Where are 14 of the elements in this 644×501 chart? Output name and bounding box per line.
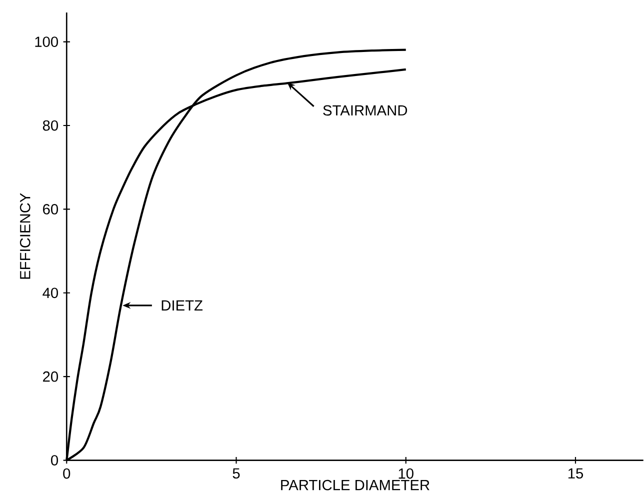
y-tick-label: 20	[43, 371, 58, 382]
annotation: STAIRMAND	[323, 105, 408, 116]
y-axis-title: EFFICIENCY	[20, 193, 30, 279]
y-tick-label: 0	[51, 454, 58, 466]
x-tick-label: 15	[568, 468, 584, 478]
x-tick-label: 10	[398, 468, 414, 479]
x-tick-label: 0	[63, 468, 70, 479]
x-tick-label: 5	[232, 468, 240, 478]
annotation: DIETZ	[162, 300, 203, 310]
y-tick-label: 40	[42, 288, 58, 298]
y-tick-label: 80	[42, 120, 58, 131]
y-tick-label: 100	[35, 36, 58, 47]
x-axis-title: PARTICLE DIAMETER	[281, 480, 430, 490]
y-tick-label: 60	[43, 204, 58, 214]
